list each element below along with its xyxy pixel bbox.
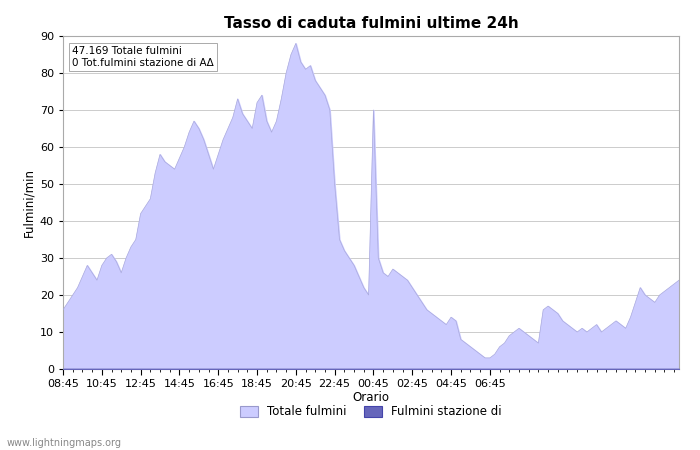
Y-axis label: Fulmini/min: Fulmini/min (22, 168, 36, 237)
X-axis label: Orario: Orario (353, 391, 389, 404)
Title: Tasso di caduta fulmini ultime 24h: Tasso di caduta fulmini ultime 24h (223, 16, 519, 31)
Legend: Totale fulmini, Fulmini stazione di: Totale fulmini, Fulmini stazione di (235, 400, 507, 423)
Text: www.lightningmaps.org: www.lightningmaps.org (7, 438, 122, 448)
Text: 47.169 Totale fulmini
0 Tot.fulmini stazione di AΔ: 47.169 Totale fulmini 0 Tot.fulmini staz… (72, 46, 214, 68)
